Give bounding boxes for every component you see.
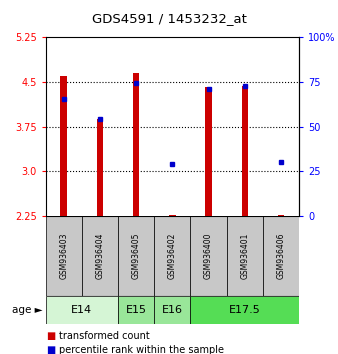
Text: GSM936401: GSM936401	[240, 233, 249, 279]
Bar	[242, 86, 248, 216]
Text: GSM936406: GSM936406	[276, 233, 286, 279]
Text: percentile rank within the sample: percentile rank within the sample	[59, 346, 224, 354]
Bar	[191, 296, 299, 324]
Bar	[263, 216, 299, 296]
Text: E14: E14	[71, 305, 92, 315]
Text: GDS4591 / 1453232_at: GDS4591 / 1453232_at	[92, 12, 246, 25]
Bar	[133, 73, 139, 216]
Text: age ►: age ►	[11, 305, 42, 315]
Text: ■: ■	[46, 331, 55, 341]
Text: E16: E16	[162, 305, 183, 315]
Bar	[118, 216, 154, 296]
Bar	[169, 215, 176, 216]
Bar	[97, 119, 103, 216]
Bar	[46, 216, 82, 296]
Bar	[46, 296, 118, 324]
Text: GSM936403: GSM936403	[59, 233, 68, 279]
Bar	[154, 296, 191, 324]
Text: E17.5: E17.5	[229, 305, 261, 315]
Text: transformed count: transformed count	[59, 331, 150, 341]
Bar	[118, 296, 154, 324]
Text: GSM936405: GSM936405	[132, 233, 141, 279]
Bar	[154, 216, 191, 296]
Bar	[191, 216, 227, 296]
Text: GSM936402: GSM936402	[168, 233, 177, 279]
Text: GSM936400: GSM936400	[204, 233, 213, 279]
Bar	[61, 76, 67, 216]
Bar	[206, 87, 212, 216]
Bar	[227, 216, 263, 296]
Bar	[278, 215, 284, 216]
Text: GSM936404: GSM936404	[95, 233, 104, 279]
Text: E15: E15	[126, 305, 147, 315]
Text: ■: ■	[46, 346, 55, 354]
Bar	[82, 216, 118, 296]
